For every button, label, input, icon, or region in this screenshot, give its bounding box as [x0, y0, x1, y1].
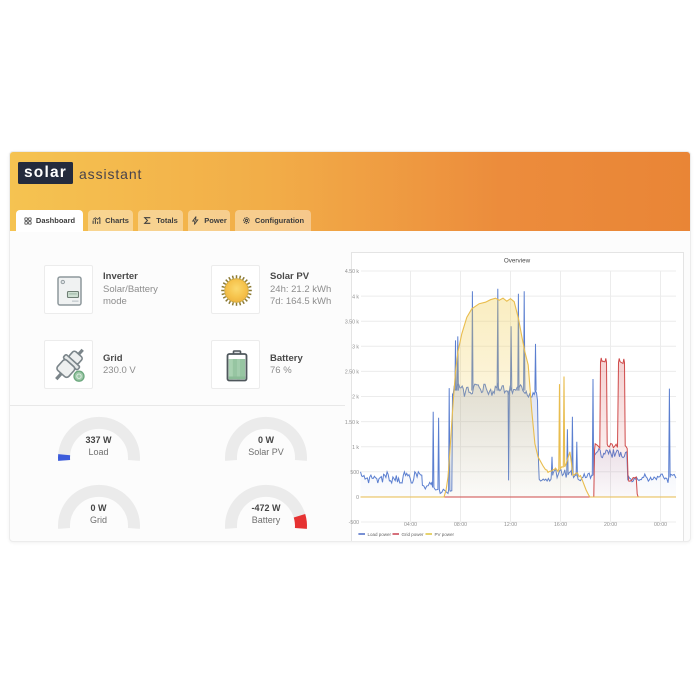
svg-text:16:00: 16:00: [554, 522, 567, 528]
svg-text:4.50 k: 4.50 k: [345, 269, 360, 275]
svg-text:PV power: PV power: [435, 532, 455, 537]
svg-text:1 k: 1 k: [352, 445, 359, 451]
svg-text:-500: -500: [349, 520, 359, 526]
svg-text:Overview: Overview: [504, 258, 531, 265]
svg-text:3 k: 3 k: [352, 345, 359, 351]
svg-text:08:00: 08:00: [454, 522, 467, 528]
svg-text:2.50 k: 2.50 k: [345, 370, 360, 376]
svg-text:500: 500: [350, 470, 359, 476]
svg-text:2 k: 2 k: [352, 395, 359, 401]
svg-text:Load power: Load power: [368, 532, 392, 537]
svg-text:12:00: 12:00: [504, 522, 517, 528]
svg-text:1.50 k: 1.50 k: [345, 420, 360, 426]
svg-text:20:00: 20:00: [604, 522, 617, 528]
svg-text:0: 0: [356, 495, 359, 501]
svg-text:Grid power: Grid power: [402, 532, 425, 537]
svg-text:3.50 k: 3.50 k: [345, 319, 360, 325]
svg-text:04:00: 04:00: [404, 522, 417, 528]
svg-text:4 k: 4 k: [352, 294, 359, 300]
svg-text:00:00: 00:00: [654, 522, 667, 528]
